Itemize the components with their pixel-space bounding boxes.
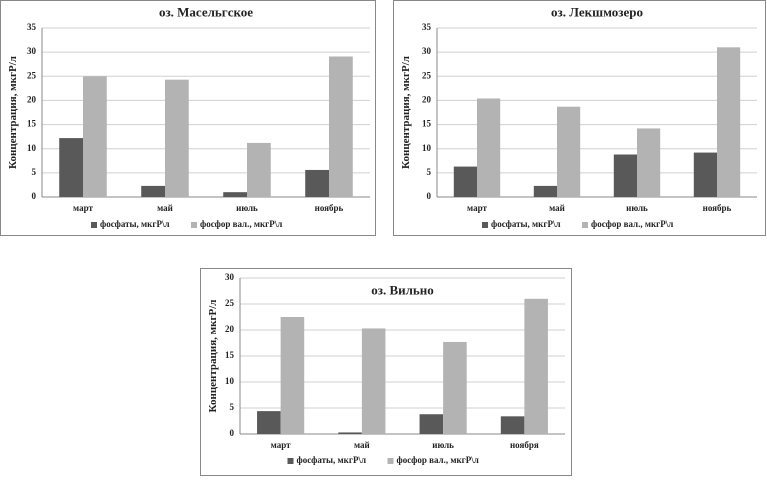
bar [83,76,107,197]
y-tick-label: 5 [427,167,432,177]
bar [443,341,467,434]
bar [280,317,305,434]
y-tick-label: 30 [225,272,235,282]
x-tick-label: май [354,440,370,450]
x-tick-label: ноябрь [315,203,344,213]
x-tick-label: май [549,203,565,213]
legend-label: фосфор вал., мкгР\л [200,219,282,229]
y-tick-label: 5 [32,167,37,177]
bar [717,47,741,197]
bar [361,328,386,434]
bar [557,106,581,197]
y-tick-label: 0 [32,191,37,201]
legend-label: фосфор вал., мкгР\л [397,455,479,465]
bar [500,416,525,434]
chart-title: оз. Лекшмозеро [551,4,643,19]
bar [257,411,281,434]
y-tick-label: 15 [422,119,432,129]
chart-title: оз. Масельгское [159,4,253,19]
y-tick-label: 10 [27,143,37,153]
bar [329,56,353,197]
x-tick-label: март [271,440,291,450]
legend-label: фосфаты, мкгР\л [491,219,561,229]
x-tick-label: март [467,203,487,213]
bar [247,142,271,197]
x-tick-label: май [157,203,173,213]
bar [453,166,477,197]
legend-swatch [387,458,394,464]
bar [637,128,661,197]
chart-frame [200,268,572,476]
bar [141,185,165,197]
y-tick-label: 30 [422,46,432,56]
chart-title: оз. Вильно [371,282,434,297]
chart-frame [393,0,766,236]
legend-label: фосфаты, мкгР\л [100,219,170,229]
bar [524,298,548,434]
bar [223,192,247,197]
legend-swatch [287,458,294,464]
y-axis-title: Концентрация, мкгР/л [207,300,219,413]
y-axis-title: Концентрация, мкгР/л [400,56,412,169]
x-tick-label: ноября [510,440,539,450]
bar [338,432,362,434]
y-tick-label: 25 [422,70,432,80]
y-tick-label: 35 [422,22,432,32]
y-tick-label: 35 [27,22,37,32]
y-tick-label: 20 [422,94,432,104]
bar [165,79,189,197]
legend-swatch [91,222,97,228]
y-tick-label: 10 [225,376,235,386]
x-tick-label: июль [626,203,648,213]
bar [59,138,83,197]
legend-label: фосфор вал., мкгР\л [591,219,673,229]
legend-swatch [482,222,488,228]
y-tick-label: 20 [27,94,37,104]
y-tick-label: 15 [27,119,37,129]
x-tick-label: июль [432,440,454,450]
legend-label: фосфаты, мкгР\л [297,455,367,465]
y-tick-label: 20 [225,324,235,334]
bar [305,169,329,197]
bar [613,154,637,197]
y-tick-label: 10 [422,143,432,153]
bar [419,414,444,434]
y-tick-label: 5 [230,402,235,412]
y-tick-label: 30 [27,46,37,56]
y-tick-label: 15 [225,350,235,360]
y-tick-label: 0 [427,191,432,201]
y-tick-label: 25 [225,298,235,308]
x-tick-label: июль [236,203,258,213]
bar [693,152,717,197]
y-tick-label: 25 [27,70,37,80]
y-tick-label: 0 [230,428,235,438]
bar [477,98,501,197]
x-tick-label: март [73,203,93,213]
legend-swatch [191,222,197,228]
bar [533,185,557,197]
y-axis-title: Концентрация, мкгР/л [7,56,19,169]
x-tick-label: ноябрь [703,203,732,213]
chart-frame [0,0,376,236]
legend-swatch [582,222,588,228]
